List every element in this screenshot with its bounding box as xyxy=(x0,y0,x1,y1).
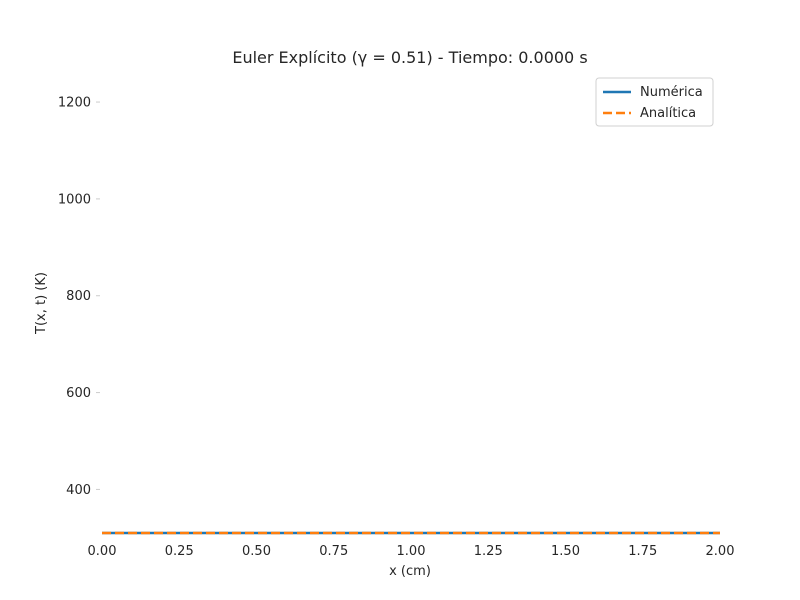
x-tick-label: 0.50 xyxy=(242,544,271,559)
legend: Numérica Analítica xyxy=(595,77,714,127)
x-axis-ticks: 0.00 0.25 0.50 0.75 1.00 1.25 1.50 1.75 2.00 xyxy=(88,544,735,559)
y-axis-ticks: 400 600 800 1000 1200 xyxy=(58,96,100,498)
x-tick-label: 1.00 xyxy=(397,544,426,559)
x-tick-label: 0.00 xyxy=(88,544,117,559)
y-tick-label: 400 xyxy=(66,483,91,498)
x-tick-label: 0.25 xyxy=(165,544,194,559)
y-tick-label: 800 xyxy=(66,289,91,304)
y-tick-label: 600 xyxy=(66,386,91,401)
x-tick-label: 0.75 xyxy=(319,544,348,559)
x-tick-label: 2.00 xyxy=(706,544,735,559)
x-tick-label: 1.50 xyxy=(551,544,580,559)
legend-box xyxy=(595,77,714,127)
y-tick-label: 1000 xyxy=(58,192,91,207)
x-axis-label: x (cm) xyxy=(389,564,431,579)
x-tick-label: 1.75 xyxy=(628,544,657,559)
chart-title: Euler Explícito (γ = 0.51) - Tiempo: 0.0… xyxy=(232,48,587,67)
y-axis-label: T(x, t) (K) xyxy=(34,272,49,335)
y-tick-label: 1200 xyxy=(58,96,91,111)
x-tick-label: 1.25 xyxy=(474,544,503,559)
legend-label-numerica: Numérica xyxy=(640,85,703,100)
legend-label-analitica: Analítica xyxy=(640,106,696,121)
